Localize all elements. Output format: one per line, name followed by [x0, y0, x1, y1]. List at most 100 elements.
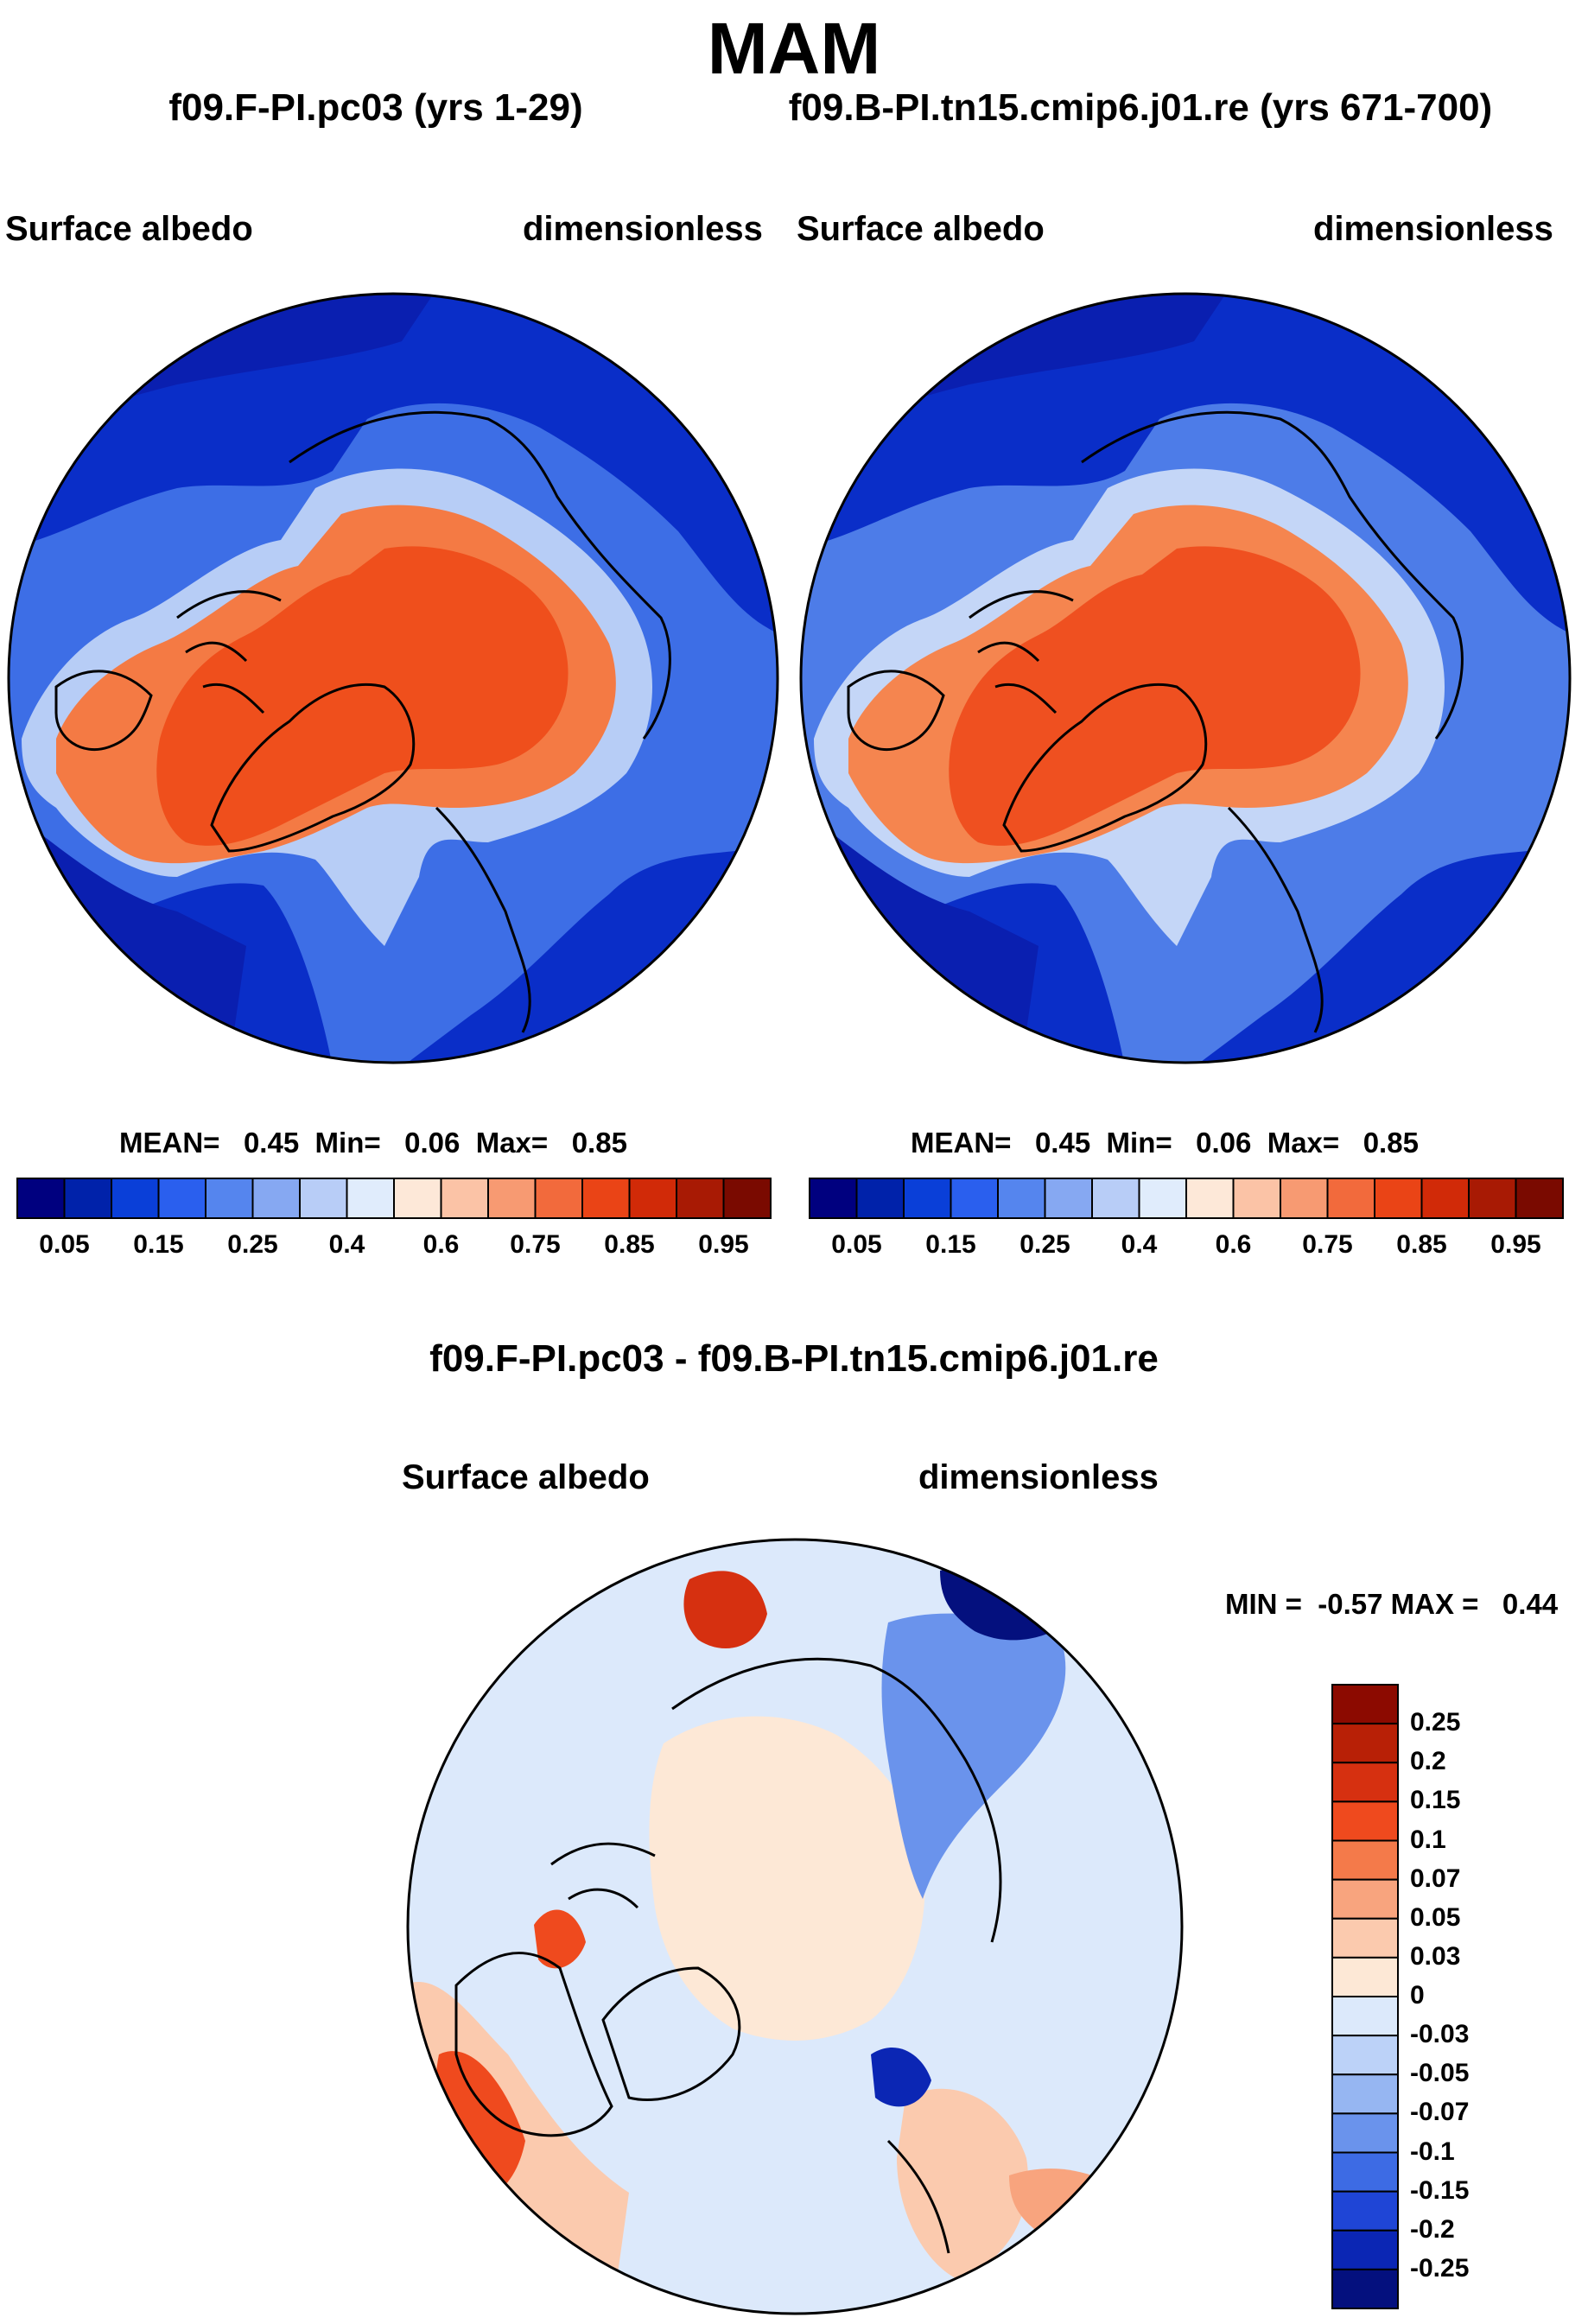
colorbar-swatch	[1331, 1800, 1399, 1842]
colorbar-swatch	[1331, 2112, 1399, 2154]
colorbar-tick-label: 0.25	[1019, 1230, 1070, 1259]
colorbar-tick-label: 0.05	[39, 1230, 90, 1259]
colorbar-tick-label: 0.6	[1215, 1230, 1252, 1259]
colorbar-swatch	[809, 1178, 858, 1219]
colorbar-swatch	[1331, 1723, 1399, 1764]
colorbar-tick-label: -0.07	[1410, 2098, 1470, 2127]
panel1-colorbar	[16, 1178, 772, 1219]
colorbar-swatch	[1331, 2073, 1399, 2115]
colorbar-tick-label: 0.03	[1410, 1941, 1461, 1971]
colorbar-swatch	[205, 1178, 254, 1219]
colorbar-swatch	[1331, 1878, 1399, 1920]
colorbar-tick-label: 0.15	[925, 1230, 976, 1259]
panel2-mean-value: 0.45	[1034, 1127, 1091, 1159]
colorbar-tick-label: 0.1	[1410, 1825, 1446, 1854]
panel1-max-label: Max=	[475, 1127, 549, 1159]
colorbar-tick-label: 0.05	[1410, 1902, 1461, 1932]
panel1-min-label: Min=	[314, 1127, 381, 1159]
colorbar-tick-label: 0.95	[698, 1230, 749, 1259]
colorbar-swatch	[16, 1178, 66, 1219]
colorbar-tick-label: 0.25	[1410, 1708, 1461, 1737]
colorbar-swatch	[487, 1178, 537, 1219]
colorbar-swatch	[1331, 1762, 1399, 1803]
colorbar-tick-label: 0.2	[1410, 1747, 1446, 1776]
colorbar-swatch	[1091, 1178, 1140, 1219]
panel2-max-value: 0.85	[1363, 1127, 1419, 1159]
colorbar-swatch	[1138, 1178, 1187, 1219]
colorbar-swatch	[1515, 1178, 1564, 1219]
colorbar-swatch	[903, 1178, 952, 1219]
panel1-mean-value: 0.45	[243, 1127, 300, 1159]
colorbar-tick-label: 0.07	[1410, 1864, 1461, 1893]
panel2-max-label: Max=	[1267, 1127, 1340, 1159]
panel1-variable: Surface albedo	[5, 210, 253, 248]
colorbar-swatch	[1331, 2268, 1399, 2309]
colorbar-swatch	[111, 1178, 160, 1219]
panel2-colorbar	[809, 1178, 1564, 1219]
colorbar-swatch	[722, 1178, 772, 1219]
colorbar-swatch	[534, 1178, 583, 1219]
colorbar-tick-label: -0.1	[1410, 2137, 1455, 2166]
colorbar-swatch	[1232, 1178, 1281, 1219]
colorbar-tick-label: -0.25	[1410, 2253, 1470, 2283]
colorbar-tick-label: -0.05	[1410, 2059, 1470, 2088]
difference-variable: Surface albedo	[402, 1458, 650, 1496]
colorbar-swatch	[299, 1178, 348, 1219]
colorbar-swatch	[1331, 2190, 1399, 2232]
colorbar-tick-label: -0.03	[1410, 2020, 1470, 2049]
colorbar-tick-label: 0.95	[1490, 1230, 1541, 1259]
panel1-map	[7, 292, 779, 1064]
panel1-min-value: 0.06	[404, 1127, 461, 1159]
colorbar-swatch	[855, 1178, 905, 1219]
panel1-units: dimensionless	[523, 210, 763, 248]
colorbar-tick-label: 0.4	[1121, 1230, 1158, 1259]
colorbar-tick-label: 0.75	[510, 1230, 561, 1259]
panel2-min-value: 0.06	[1196, 1127, 1252, 1159]
colorbar-swatch	[1331, 1839, 1399, 1881]
colorbar-swatch	[1468, 1178, 1517, 1219]
panel2-stats: MEAN= 0.45 Min= 0.06 Max= 0.85	[911, 1127, 1419, 1159]
colorbar-tick-label: 0.4	[328, 1230, 365, 1259]
panel2-units: dimensionless	[1313, 210, 1553, 248]
colorbar-tick-label: -0.2	[1410, 2214, 1455, 2244]
colorbar-swatch	[393, 1178, 442, 1219]
difference-map	[406, 1538, 1184, 2315]
colorbar-swatch	[1331, 1996, 1399, 2037]
colorbar-swatch	[1374, 1178, 1423, 1219]
colorbar-swatch	[1331, 1956, 1399, 1997]
colorbar-swatch	[997, 1178, 1046, 1219]
colorbar-swatch	[1280, 1178, 1329, 1219]
colorbar-tick-label: 0.25	[227, 1230, 278, 1259]
colorbar-swatch	[1331, 1917, 1399, 1959]
colorbar-tick-label: 0	[1410, 1981, 1425, 2010]
colorbar-tick-label: 0.85	[1396, 1230, 1447, 1259]
panel2-case-title: f09.B-PI.tn15.cmip6.j01.re (yrs 671-700)	[788, 86, 1493, 129]
colorbar-swatch	[1331, 1684, 1399, 1725]
difference-units: dimensionless	[918, 1458, 1159, 1496]
colorbar-tick-label: 0.05	[831, 1230, 882, 1259]
colorbar-swatch	[1331, 2151, 1399, 2193]
colorbar-swatch	[1326, 1178, 1375, 1219]
difference-title: f09.F-PI.pc03 - f09.B-PI.tn15.cmip6.j01.…	[429, 1337, 1159, 1380]
colorbar-tick-label: 0.15	[1410, 1786, 1461, 1815]
colorbar-swatch	[1331, 2035, 1399, 2076]
panel1-mean-label: MEAN=	[119, 1127, 220, 1159]
colorbar-tick-label: 0.85	[604, 1230, 655, 1259]
panel2-min-label: Min=	[1106, 1127, 1172, 1159]
panel2-mean-label: MEAN=	[911, 1127, 1012, 1159]
colorbar-swatch	[1420, 1178, 1470, 1219]
colorbar-swatch	[1044, 1178, 1093, 1219]
colorbar-swatch	[63, 1178, 112, 1219]
panel2-map	[799, 292, 1572, 1064]
colorbar-tick-label: -0.15	[1410, 2175, 1470, 2205]
colorbar-swatch	[1331, 2229, 1399, 2270]
main-title: MAM	[707, 8, 881, 89]
panel1-case-title: f09.F-PI.pc03 (yrs 1-29)	[168, 86, 583, 129]
colorbar-tick-label: 0.6	[422, 1230, 460, 1259]
panel2-variable: Surface albedo	[797, 210, 1045, 248]
colorbar-swatch	[628, 1178, 677, 1219]
difference-colorbar	[1331, 1684, 1399, 2309]
difference-minmax: MIN = -0.57 MAX = 0.44	[1225, 1588, 1559, 1620]
colorbar-swatch	[157, 1178, 206, 1219]
panel1-max-value: 0.85	[571, 1127, 627, 1159]
